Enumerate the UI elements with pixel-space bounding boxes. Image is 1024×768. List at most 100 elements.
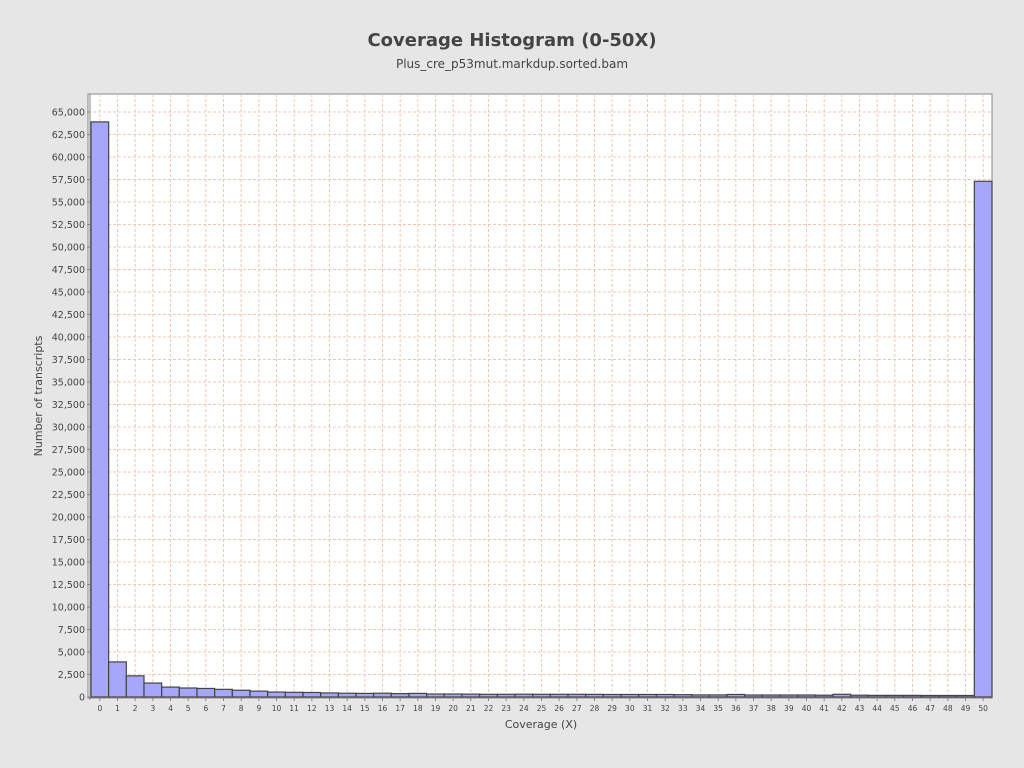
y-axis-label: Number of transcripts xyxy=(32,335,45,456)
bar-17 xyxy=(390,692,410,698)
y-tick-label: 12,500 xyxy=(52,580,85,591)
bar-9 xyxy=(249,690,269,698)
x-tick-label: 1 xyxy=(115,704,120,713)
bar-2 xyxy=(125,675,145,698)
bar-28 xyxy=(585,693,604,698)
x-tick-label: 0 xyxy=(97,704,102,713)
x-tick-label: 48 xyxy=(943,704,953,713)
y-tick-label: 10,000 xyxy=(52,603,85,614)
bar-11 xyxy=(284,691,304,698)
x-tick-label: 50 xyxy=(978,704,988,713)
bar-31 xyxy=(638,693,657,698)
x-tick-label: 30 xyxy=(625,704,635,713)
x-tick-label: 21 xyxy=(466,704,476,713)
bar-0 xyxy=(90,121,110,698)
bar-8 xyxy=(231,689,251,698)
x-tick-label: 28 xyxy=(590,704,600,713)
bar-39 xyxy=(779,694,799,698)
bar-47 xyxy=(920,694,940,698)
x-tick-label: 46 xyxy=(908,704,918,713)
bar-30 xyxy=(620,693,640,698)
bar-3 xyxy=(143,682,163,698)
y-tick-label: 52,500 xyxy=(52,220,85,231)
bar-33 xyxy=(673,694,693,698)
bar-21 xyxy=(461,693,481,698)
x-tick-label: 32 xyxy=(660,704,670,713)
bar-48 xyxy=(938,694,958,698)
gridlines xyxy=(88,94,992,698)
y-tick-label: 22,500 xyxy=(52,490,85,501)
x-tick-label: 38 xyxy=(766,704,776,713)
y-tick-label: 5,000 xyxy=(58,648,85,659)
x-tick-label: 4 xyxy=(168,704,173,713)
x-tick-label: 15 xyxy=(360,704,370,713)
bars xyxy=(90,121,993,698)
x-tick-label: 47 xyxy=(925,704,935,713)
bar-26 xyxy=(549,693,569,698)
chart-subtitle: Plus_cre_p53mut.markdup.sorted.bam xyxy=(395,57,629,71)
x-tick-label: 8 xyxy=(239,704,244,713)
y-tick-label: 25,000 xyxy=(52,468,85,479)
x-tick-label: 25 xyxy=(537,704,547,713)
bar-34 xyxy=(691,694,710,698)
bar-29 xyxy=(602,693,622,698)
x-tick-label: 40 xyxy=(802,704,812,713)
bar-32 xyxy=(655,693,675,698)
y-tick-label: 47,500 xyxy=(52,265,85,276)
x-tick-label: 36 xyxy=(731,704,741,713)
y-tick-label: 17,500 xyxy=(52,535,85,546)
bar-7 xyxy=(214,688,233,698)
bar-43 xyxy=(850,694,869,698)
y-tick-label: 35,000 xyxy=(52,378,85,389)
bar-27 xyxy=(567,693,587,698)
bar-44 xyxy=(867,694,887,698)
bar-1 xyxy=(108,661,127,698)
bar-49 xyxy=(956,694,975,698)
x-tick-label: 7 xyxy=(221,704,226,713)
bar-14 xyxy=(337,692,357,698)
x-tick-label: 43 xyxy=(855,704,865,713)
bar-45 xyxy=(885,694,905,698)
y-tick-label: 62,500 xyxy=(52,130,85,141)
x-tick-label: 20 xyxy=(448,704,458,713)
bar-23 xyxy=(496,693,516,698)
x-tick-label: 24 xyxy=(519,704,529,713)
x-tick-label: 27 xyxy=(572,704,582,713)
bar-24 xyxy=(514,693,534,698)
x-tick-label: 37 xyxy=(749,704,759,713)
bar-18 xyxy=(408,692,428,698)
bar-37 xyxy=(744,694,763,698)
y-tick-label: 45,000 xyxy=(52,288,85,299)
x-tick-label: 11 xyxy=(289,704,299,713)
bar-42 xyxy=(832,693,852,698)
y-tick-label: 40,000 xyxy=(52,333,85,344)
x-tick-label: 26 xyxy=(554,704,564,713)
bar-50 xyxy=(973,180,993,698)
x-tick-label: 49 xyxy=(961,704,971,713)
bar-35 xyxy=(708,694,728,698)
x-tick-label: 5 xyxy=(186,704,191,713)
y-tick-label: 60,000 xyxy=(52,153,85,164)
x-tick-label: 3 xyxy=(150,704,155,713)
y-tick-label: 37,500 xyxy=(52,355,85,366)
x-tick-label: 35 xyxy=(713,704,723,713)
x-tick-label: 12 xyxy=(307,704,317,713)
x-tick-label: 18 xyxy=(413,704,423,713)
bar-20 xyxy=(443,693,463,698)
x-tick-label: 14 xyxy=(342,704,352,713)
x-tick-label: 44 xyxy=(872,704,882,713)
y-tick-label: 7,500 xyxy=(58,625,85,636)
chart-title: Coverage Histogram (0-50X) xyxy=(367,30,657,51)
bar-13 xyxy=(320,692,339,698)
y-tick-label: 20,000 xyxy=(52,513,85,524)
bar-16 xyxy=(373,692,392,698)
x-tick-label: 22 xyxy=(484,704,494,713)
bar-10 xyxy=(267,691,286,698)
y-tick-label: 32,500 xyxy=(52,400,85,411)
x-tick-label: 19 xyxy=(431,704,441,713)
x-tick-label: 29 xyxy=(607,704,617,713)
y-tick-label: 55,000 xyxy=(52,198,85,209)
y-axis: 0 2,500 5,000 7,500 10,000 12,500 15,000 17,500… xyxy=(52,94,91,704)
x-tick-label: 34 xyxy=(696,704,706,713)
